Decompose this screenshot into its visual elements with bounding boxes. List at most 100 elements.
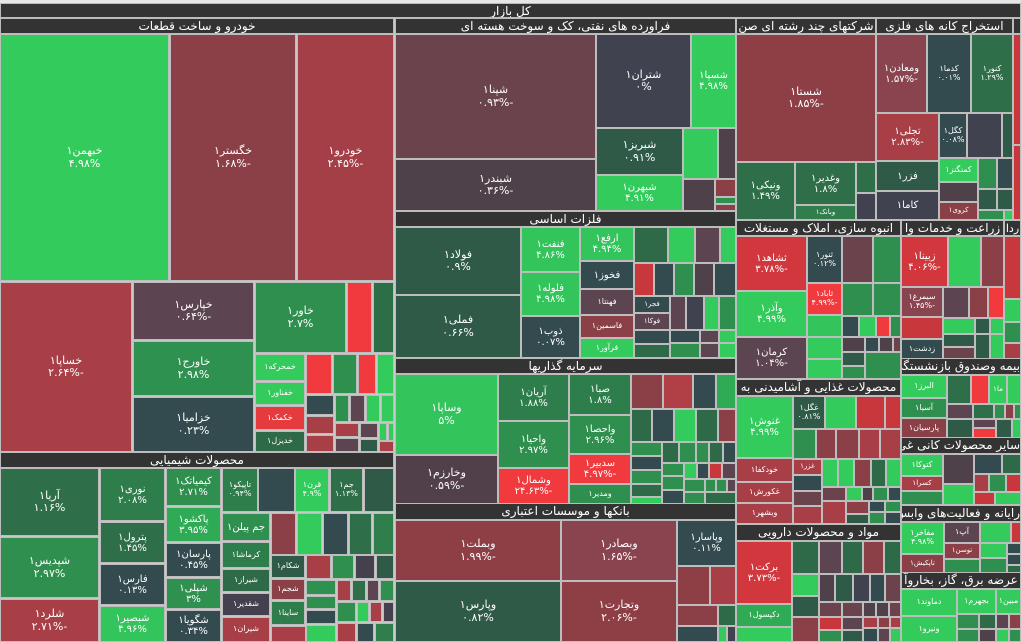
stock-tile-unlabeled[interactable] [383, 602, 394, 622]
stock-tile-unlabeled[interactable] [1004, 343, 1021, 359]
stock-tile-unlabeled[interactable] [842, 352, 865, 366]
stock-tile-unlabeled[interactable] [859, 429, 880, 459]
stock-tile[interactable]: فارس۱ ۰.۱۳% [100, 564, 165, 605]
stock-tile-unlabeled[interactable] [819, 630, 842, 642]
stock-tile[interactable]: ساینا۱ [271, 601, 305, 625]
stock-tile-unlabeled[interactable] [634, 330, 670, 344]
stock-tile[interactable]: آریا۱ ۱.۱۶% [0, 468, 99, 536]
stock-tile-unlabeled[interactable] [668, 227, 695, 263]
stock-tile-unlabeled[interactable] [978, 189, 997, 210]
stock-tile-unlabeled[interactable] [306, 395, 334, 415]
stock-tile-unlabeled[interactable] [865, 352, 901, 379]
stock-tile-unlabeled[interactable] [884, 541, 901, 574]
market-title-bar[interactable]: کل بازار [0, 3, 1021, 18]
stock-tile[interactable]: غزر۱ [793, 459, 822, 475]
stock-tile[interactable]: پاکشو۱ ۳.۹۵% [166, 507, 221, 542]
stock-tile-unlabeled[interactable] [662, 442, 679, 463]
sector-header[interactable]: بیمه وصندوق بازنشستگی [901, 358, 1021, 375]
stock-tile-unlabeled[interactable] [297, 513, 322, 555]
stock-tile-unlabeled[interactable] [670, 343, 700, 358]
stock-tile-unlabeled[interactable] [807, 315, 842, 337]
stock-tile[interactable]: وبانک۱ [795, 205, 856, 220]
stock-tile-unlabeled[interactable] [1009, 629, 1021, 642]
stock-tile-unlabeled[interactable] [357, 623, 374, 642]
sector-header[interactable]: بانکها و موسسات اعتباری [395, 503, 736, 520]
stock-tile-unlabeled[interactable] [376, 555, 394, 579]
stock-tile-unlabeled[interactable] [677, 605, 718, 626]
stock-tile-unlabeled[interactable] [835, 574, 853, 602]
stock-tile-unlabeled[interactable] [996, 614, 1009, 629]
stock-tile-unlabeled[interactable] [980, 558, 1007, 573]
stock-tile[interactable]: شیران۱ [222, 617, 270, 642]
stock-tile-unlabeled[interactable] [822, 501, 846, 524]
stock-tile-unlabeled[interactable] [879, 337, 893, 352]
stock-tile-unlabeled[interactable] [888, 487, 901, 501]
stock-tile-unlabeled[interactable] [856, 193, 876, 220]
stock-tile[interactable]: فلوله۱ ۴.۹۸% [521, 272, 580, 316]
stock-tile[interactable]: وبملت۱ -۱.۹۹% [395, 520, 561, 581]
stock-tile-unlabeled[interactable] [700, 343, 719, 358]
stock-tile-unlabeled[interactable] [271, 513, 296, 555]
stock-tile-unlabeled[interactable] [943, 454, 974, 484]
stock-tile[interactable]: البرز۱ [901, 375, 947, 398]
stock-tile-unlabeled[interactable] [863, 628, 878, 642]
stock-tile-unlabeled[interactable] [819, 602, 842, 617]
stock-tile-unlabeled[interactable] [332, 555, 354, 579]
stock-tile[interactable]: خاورج۱ ۲.۹۸% [133, 341, 254, 396]
stock-tile[interactable]: وتجارت۱ -۲.۰۶% [561, 581, 677, 642]
stock-tile-unlabeled[interactable] [709, 463, 722, 479]
stock-tile-unlabeled[interactable] [379, 441, 394, 452]
stock-tile-unlabeled[interactable] [718, 605, 736, 626]
stock-tile-unlabeled[interactable] [337, 623, 356, 642]
stock-tile-unlabeled[interactable] [306, 354, 332, 394]
stock-tile-unlabeled[interactable] [716, 479, 727, 492]
stock-tile[interactable]: ومعادن۱ -۱.۵۷% [876, 34, 927, 113]
stock-tile-unlabeled[interactable] [375, 623, 394, 642]
stock-tile-unlabeled[interactable] [819, 617, 842, 630]
stock-tile-unlabeled[interactable] [865, 337, 879, 352]
stock-tile-unlabeled[interactable] [674, 409, 696, 442]
stock-tile-unlabeled[interactable] [700, 330, 719, 343]
stock-tile-unlabeled[interactable] [978, 158, 997, 189]
stock-tile-unlabeled[interactable] [995, 492, 1021, 505]
stock-tile[interactable]: خکمک۱ [255, 406, 305, 430]
stock-tile[interactable]: فولاد۱ ۰.۹% [395, 227, 521, 295]
stock-tile[interactable]: خگستر۱ -۱.۶۸% [170, 34, 296, 281]
stock-tile[interactable]: کرمان۱ -۱.۰۴% [736, 337, 807, 379]
stock-tile-unlabeled[interactable] [893, 337, 901, 352]
stock-tile-unlabeled[interactable] [1013, 18, 1021, 34]
stock-tile-unlabeled[interactable] [1012, 419, 1021, 438]
stock-tile[interactable]: فملی۱ ۰.۶۶% [395, 295, 521, 358]
stock-tile-unlabeled[interactable] [634, 344, 670, 358]
stock-tile-unlabeled[interactable] [736, 627, 792, 642]
stock-tile-unlabeled[interactable] [694, 263, 714, 296]
stock-tile-unlabeled[interactable] [990, 334, 1004, 359]
stock-tile-unlabeled[interactable] [719, 296, 736, 330]
stock-tile-unlabeled[interactable] [842, 236, 873, 283]
stock-tile-unlabeled[interactable] [674, 263, 694, 296]
stock-tile[interactable]: فهنتا۱ [580, 289, 634, 315]
stock-tile-unlabeled[interactable] [715, 179, 736, 197]
stock-tile[interactable]: شقدیر۱ [222, 593, 270, 616]
stock-tile-unlabeled[interactable] [947, 404, 973, 419]
stock-tile-unlabeled[interactable] [379, 423, 387, 441]
stock-tile-unlabeled[interactable] [990, 318, 1004, 334]
stock-tile[interactable]: وپاسار۱ ۰.۱۱% [677, 520, 736, 566]
stock-tile-unlabeled[interactable] [373, 282, 394, 353]
stock-tile-unlabeled[interactable] [631, 442, 662, 456]
stock-tile-unlabeled[interactable] [792, 574, 819, 596]
stock-tile-unlabeled[interactable] [842, 630, 863, 642]
stock-tile-unlabeled[interactable] [842, 337, 865, 352]
stock-tile-unlabeled[interactable] [890, 316, 901, 337]
stock-tile-unlabeled[interactable] [885, 396, 901, 429]
stock-tile-unlabeled[interactable] [871, 459, 886, 487]
stock-tile-unlabeled[interactable] [710, 566, 736, 605]
stock-tile[interactable]: ارفع۱ ۴.۹۴% [580, 227, 634, 261]
stock-tile-unlabeled[interactable] [943, 287, 969, 318]
stock-tile-unlabeled[interactable] [662, 463, 684, 476]
sector-header[interactable]: ردا [1004, 220, 1021, 236]
stock-tile-unlabeled[interactable] [957, 614, 979, 629]
stock-tile-unlabeled[interactable] [901, 317, 943, 339]
stock-tile-unlabeled[interactable] [679, 442, 696, 463]
stock-tile[interactable]: وبشهر۱ [736, 503, 793, 524]
